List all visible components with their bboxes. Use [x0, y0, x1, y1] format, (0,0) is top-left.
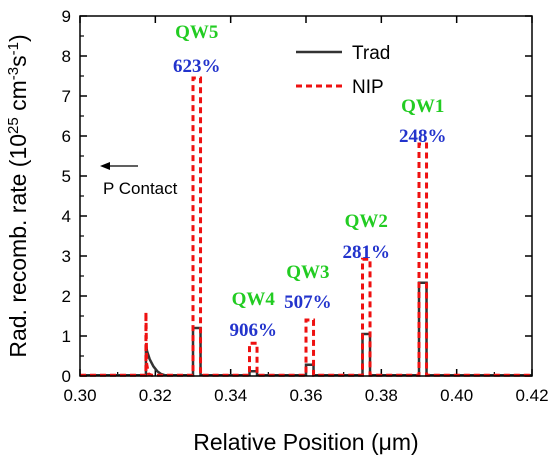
y-axis-title-part: 25	[5, 117, 22, 134]
qw-label-qw3: QW3	[286, 262, 329, 283]
x-tick-label: 0.34	[214, 386, 247, 405]
x-tick-label: 0.40	[440, 386, 473, 405]
series-layer	[80, 76, 532, 377]
y-axis-title-part: Rad. recomb. rate (10	[5, 134, 31, 358]
qw-percent-qw2: 281%	[343, 242, 391, 263]
y-tick-label: 8	[62, 47, 71, 66]
qw-percent-qw4: 906%	[230, 320, 278, 341]
y-tick-label: 0	[62, 367, 71, 386]
qw-label-qw2: QW2	[345, 211, 388, 232]
y-axis-title-part: )	[5, 34, 31, 42]
y-tick-label: 2	[62, 287, 71, 306]
qw-label-qw1: QW1	[401, 96, 444, 117]
legend-label-nip: NIP	[352, 77, 384, 98]
x-axis-title: Relative Position (μm)	[193, 429, 418, 455]
y-axis-title: Rad. recomb. rate (1025 cm-3s-1)	[5, 34, 32, 357]
x-tick-label: 0.30	[63, 386, 96, 405]
y-tick-label: 4	[62, 207, 71, 226]
series-line-nip	[80, 76, 532, 377]
x-tick-labels: 0.30 0.32 0.34 0.36 0.38 0.40 0.42	[63, 386, 548, 405]
y-tick-label: 9	[62, 7, 71, 26]
qw-label-qw4: QW4	[232, 289, 276, 310]
qw-label-qw5: QW5	[175, 22, 218, 43]
y-tick-label: 5	[62, 167, 71, 186]
arrow-head-icon	[100, 162, 110, 170]
qw-percent-qw1: 248%	[399, 126, 447, 147]
p-contact-label: P Contact	[103, 179, 178, 198]
x-tick-label: 0.42	[515, 386, 548, 405]
p-contact-annotation: P Contact	[100, 162, 178, 198]
plot-frame	[79, 15, 533, 377]
x-tick-label: 0.36	[289, 386, 322, 405]
y-tick-label: 1	[62, 327, 71, 346]
y-axis-title-part: cm	[5, 80, 31, 117]
legend-label-trad: Trad	[352, 43, 390, 64]
quantum-well-annotations: QW5 623% QW4 906% QW3 507% QW2 281% QW1 248%	[173, 22, 447, 341]
y-tick-labels: 0 1 2 3 4 5 6 7 8 9	[62, 7, 71, 386]
y-axis-title-part: -1	[5, 42, 22, 55]
qw-percent-qw3: 507%	[284, 292, 332, 313]
y-tick-label: 6	[62, 127, 71, 146]
legend: Trad NIP	[296, 43, 390, 98]
x-tick-label: 0.32	[139, 386, 172, 405]
y-axis-title-part: s	[5, 55, 31, 67]
y-axis-title-part: -3	[5, 67, 22, 80]
y-tick-label: 7	[62, 87, 71, 106]
qw-percent-qw5: 623%	[173, 56, 221, 77]
y-tick-label: 3	[62, 247, 71, 266]
x-tick-label: 0.38	[365, 386, 398, 405]
